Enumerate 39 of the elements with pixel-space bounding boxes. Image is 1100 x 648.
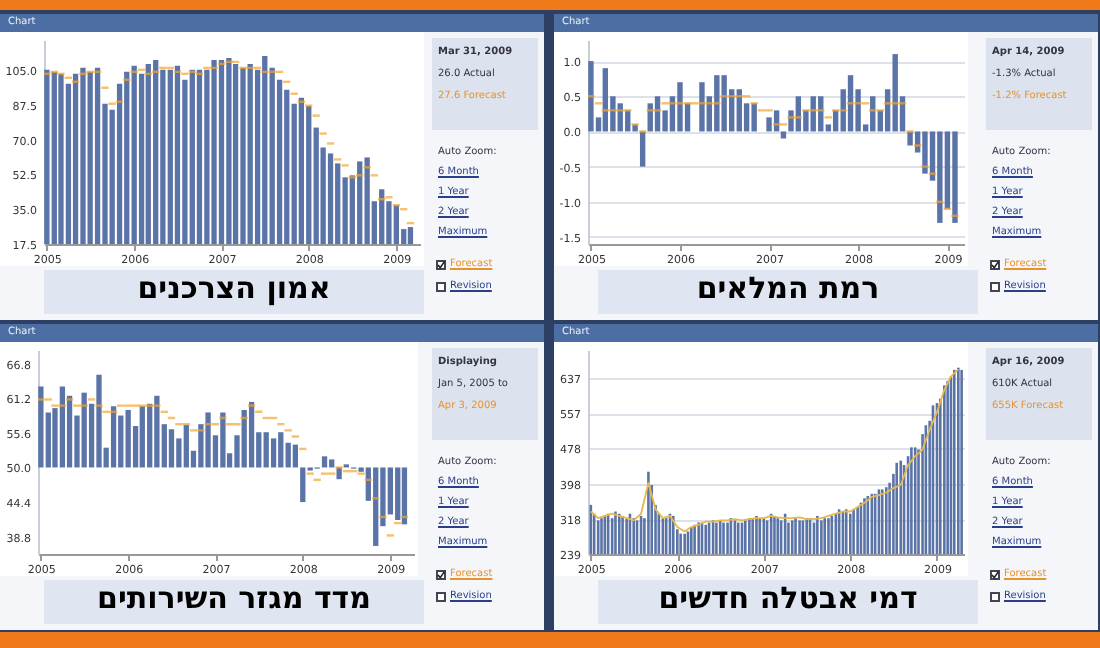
bar xyxy=(154,395,160,468)
bar xyxy=(780,131,787,139)
text: מדד מגזר השירותים xyxy=(95,580,373,616)
bar xyxy=(205,412,211,468)
bar xyxy=(721,75,727,132)
bar xyxy=(168,429,175,468)
bar xyxy=(766,117,772,132)
bar xyxy=(373,467,379,546)
bar xyxy=(588,61,594,132)
bar xyxy=(139,406,145,468)
bar xyxy=(96,374,102,468)
bar xyxy=(263,432,269,468)
bar xyxy=(125,409,131,468)
text: רמת המלאים xyxy=(694,270,882,306)
bar xyxy=(329,459,335,468)
bar xyxy=(395,467,401,520)
bar xyxy=(183,424,189,468)
bar xyxy=(278,432,284,468)
bar xyxy=(241,409,247,468)
bar xyxy=(952,131,958,223)
bar xyxy=(922,131,928,174)
bar xyxy=(270,438,277,468)
bar xyxy=(110,406,117,468)
bar xyxy=(38,386,44,468)
text: דמי אבטלה חדשים xyxy=(656,580,920,616)
text: אמון הצרכנים xyxy=(135,270,333,306)
bar xyxy=(292,444,299,468)
bar xyxy=(59,386,66,468)
bar xyxy=(321,456,328,468)
bar xyxy=(401,467,408,525)
line-series xyxy=(589,368,960,533)
bar xyxy=(220,412,226,468)
bar xyxy=(714,75,720,132)
bar xyxy=(699,82,705,132)
bar xyxy=(937,131,943,223)
bar xyxy=(677,82,683,132)
bar xyxy=(751,103,757,132)
bar xyxy=(300,467,306,503)
bar xyxy=(892,54,898,132)
